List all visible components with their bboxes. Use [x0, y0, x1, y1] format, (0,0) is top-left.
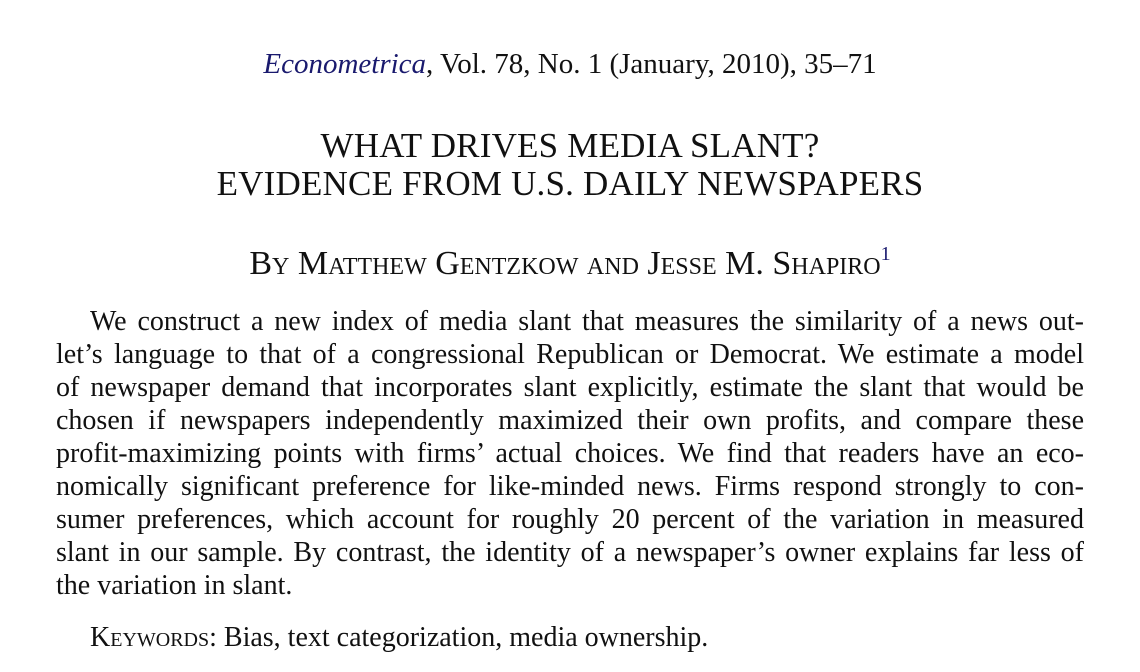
abstract: We construct a new index of media slant …	[56, 305, 1084, 602]
abstract-line: sumer preferences, which account for rou…	[56, 504, 1084, 535]
abstract-line: chosen if newspapers independently maxim…	[56, 405, 1084, 436]
abstract-line: let’s language to that of a congressiona…	[56, 339, 1084, 370]
journal-citation: Econometrica, Vol. 78, No. 1 (January, 2…	[0, 44, 1140, 84]
paper-title: WHAT DRIVES MEDIA SLANT? EVIDENCE FROM U…	[0, 127, 1140, 203]
keywords: Keywords: Bias, text categorization, med…	[90, 620, 708, 656]
author-byline: By Matthew Gentzkow and Jesse M. Shapiro…	[0, 243, 1140, 285]
author-names: By Matthew Gentzkow and Jesse M. Shapiro	[249, 245, 881, 282]
journal-name-link[interactable]: Econometrica	[263, 48, 427, 80]
abstract-line: We construct a new index of media slant …	[90, 306, 1084, 337]
abstract-line: nomically significant preference for lik…	[56, 471, 1084, 502]
citation-details: , Vol. 78, No. 1 (January, 2010), 35–71	[426, 48, 877, 80]
abstract-line: the variation in slant.	[56, 570, 293, 601]
footnote-marker-link[interactable]: 1	[880, 243, 891, 265]
abstract-line: profit-maximizing points with firms’ act…	[56, 438, 1084, 469]
keywords-label: Keywords	[90, 622, 210, 653]
title-line-1: WHAT DRIVES MEDIA SLANT?	[320, 126, 820, 165]
abstract-line: of newspaper demand that incorporates sl…	[56, 372, 1084, 403]
keywords-text: Bias, text categorization, media ownersh…	[223, 622, 709, 653]
keywords-separator: :	[209, 622, 224, 653]
title-line-2: EVIDENCE FROM U.S. DAILY NEWSPAPERS	[216, 164, 924, 203]
abstract-line: slant in our sample. By contrast, the id…	[56, 537, 1084, 568]
